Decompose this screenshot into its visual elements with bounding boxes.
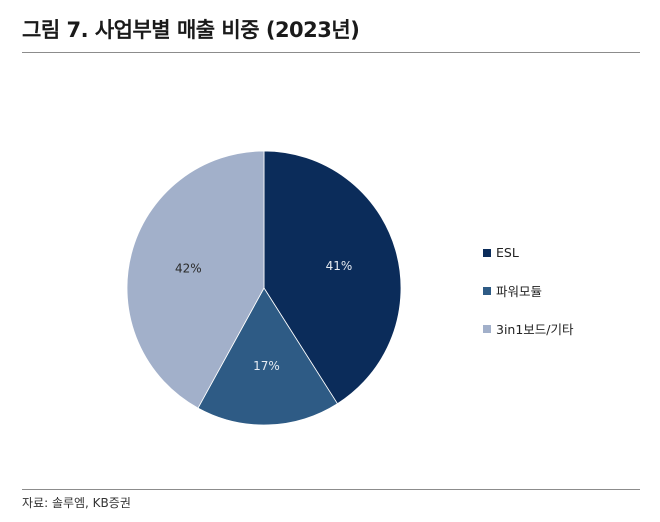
legend-label: 3in1보드/기타 [496, 322, 574, 337]
source-divider [22, 489, 640, 490]
legend-label: ESL [496, 245, 519, 260]
pie-slice [126, 150, 265, 409]
legend-swatch [483, 324, 491, 333]
chart-legend: ESL 파워모듈 3in1보드/기타 [483, 242, 574, 356]
slice-data-label: 41% [326, 259, 353, 273]
legend-item: 3in1보드/기타 [483, 318, 574, 339]
legend-swatch [483, 286, 491, 295]
title-divider [22, 52, 640, 53]
source-note: 자료: 솔루엠, KB증권 [22, 496, 131, 510]
legend-label: 파워모듈 [496, 284, 543, 299]
legend-item: ESL [483, 242, 574, 263]
pie-slice [263, 150, 402, 405]
legend-swatch [483, 248, 491, 257]
slice-data-label: 42% [175, 262, 202, 276]
figure-title: 그림 7. 사업부별 매출 비중 (2023년) [22, 18, 360, 42]
legend-item: 파워모듈 [483, 280, 574, 301]
pie-slice [197, 287, 338, 426]
pie-chart: 41% 17% 42% [126, 150, 402, 426]
slice-data-label: 17% [253, 359, 280, 373]
